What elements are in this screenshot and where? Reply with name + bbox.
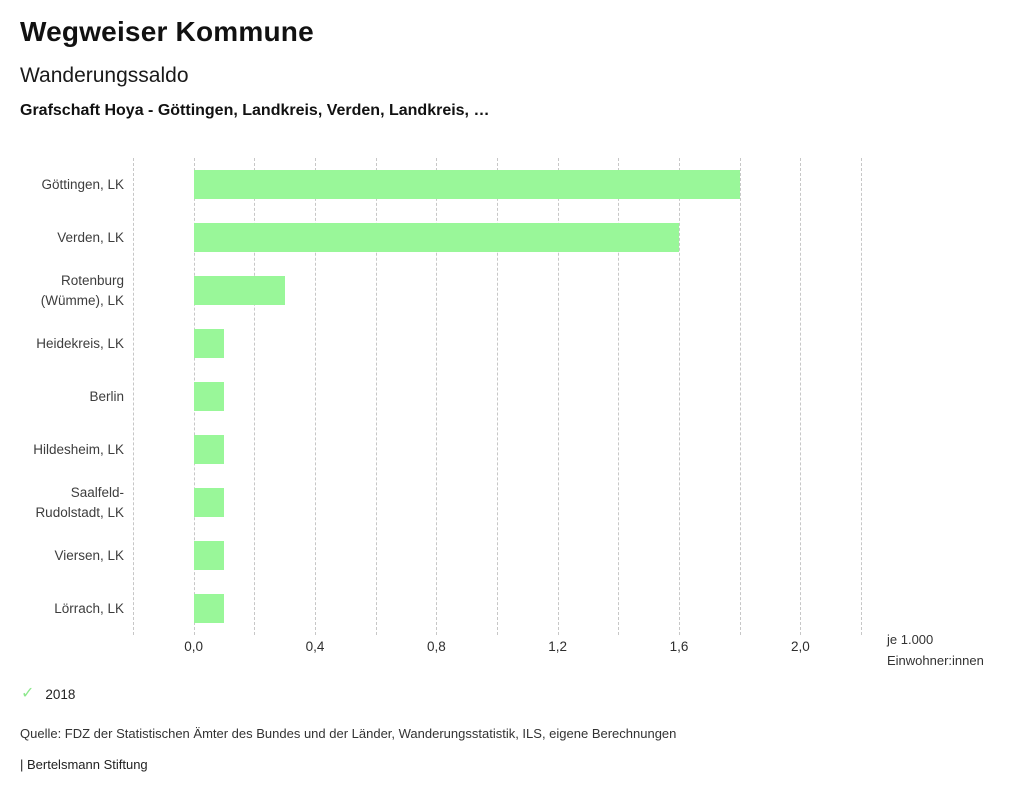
gridline [497, 158, 498, 635]
category-label: Hildesheim, LK [33, 441, 124, 457]
gridline [861, 158, 862, 635]
category-label: Verden, LK [57, 229, 124, 245]
gridline [133, 158, 134, 635]
gridline [254, 158, 256, 635]
chart-title: Wanderungssaldo [20, 64, 189, 87]
category-label: Göttingen, LK [41, 176, 124, 192]
check-icon: ✓ [21, 685, 35, 702]
category-label: Saalfeld-Rudolstadt, LK [35, 484, 124, 520]
category-label: Rotenburg (Wümme), LK [40, 272, 124, 308]
gridline [800, 158, 802, 635]
page-title: Wegweiser Kommune [20, 16, 314, 47]
x-axis: 0,0 0,4 0,8 1,2 1,6 2,0 [133, 639, 861, 657]
legend-item-2018[interactable]: ✓ 2018 [21, 686, 75, 702]
x-axis-tick-label: 0,0 [184, 639, 204, 654]
chart-subtitle: Grafschaft Hoya - Göttingen, Landkreis, … [20, 102, 490, 119]
bar[interactable] [193, 382, 224, 411]
x-axis-tick-label: 2,0 [790, 639, 810, 654]
source-text: Quelle: FDZ der Statistischen Ämter des … [20, 726, 677, 741]
bar[interactable] [193, 276, 285, 305]
branding-text: | Bertelsmann Stiftung [20, 757, 148, 772]
category-label: Heidekreis, LK [36, 335, 124, 351]
gridline [436, 158, 438, 635]
legend-year-label: 2018 [45, 686, 76, 702]
axis-unit-label: je 1.000 Einwohner:innen [887, 629, 984, 671]
category-labels-column: Göttingen, LK Verden, LK Rotenburg (Wümme)… [20, 158, 124, 635]
bar[interactable] [193, 170, 740, 199]
x-axis-tick-label: 0,4 [305, 639, 325, 654]
axis-unit-line1: je 1.000 [887, 632, 934, 647]
category-label: Viersen, LK [54, 547, 124, 563]
bar[interactable] [193, 594, 224, 623]
bar[interactable] [193, 329, 224, 358]
gridline [618, 158, 620, 635]
category-label: Lörrach, LK [54, 600, 124, 616]
gridline [375, 158, 377, 635]
axis-unit-line2: Einwohner:innen [887, 653, 984, 668]
x-axis-tick-label: 0,8 [426, 639, 446, 654]
plot-area [133, 158, 862, 635]
gridline [679, 158, 680, 635]
bar[interactable] [193, 488, 224, 517]
bar[interactable] [193, 435, 224, 464]
x-axis-tick-label: 1,2 [548, 639, 568, 654]
bar[interactable] [193, 223, 679, 252]
bar[interactable] [193, 541, 224, 570]
x-axis-tick-label: 1,6 [669, 639, 689, 654]
category-label: Berlin [89, 388, 124, 404]
gridline [739, 158, 741, 635]
gridline [557, 158, 559, 635]
gridline [315, 158, 316, 635]
